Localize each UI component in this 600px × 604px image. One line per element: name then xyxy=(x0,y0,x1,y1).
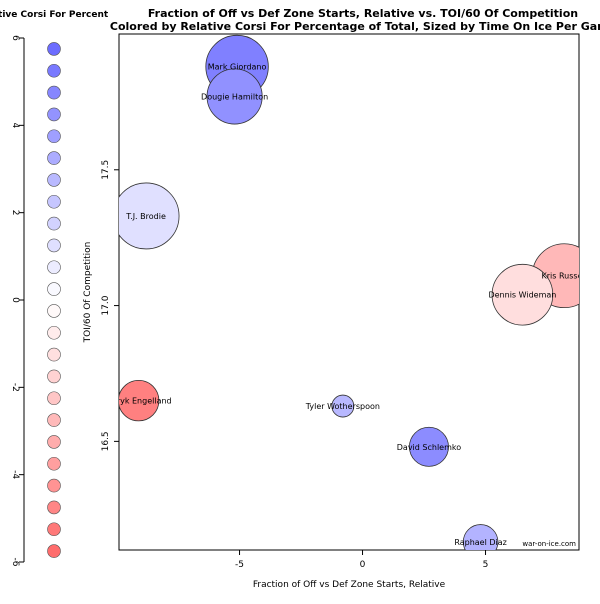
bubble-label: Raphael Diaz xyxy=(454,538,507,547)
bubble-label: T.J. Brodie xyxy=(125,212,166,221)
bubble-label: David Schlemko xyxy=(397,443,461,452)
colorbar-swatch xyxy=(47,456,61,471)
watermark: war-on-ice.com xyxy=(522,540,576,548)
y-axis-title: TOI/60 Of Competition xyxy=(83,242,93,344)
chart-subtitle: Colored by Relative Corsi For Percentage… xyxy=(110,20,600,33)
bubble-point xyxy=(408,426,449,467)
colorbar-swatch xyxy=(47,391,61,406)
colorbar-swatch xyxy=(47,304,61,318)
colorbar-swatch xyxy=(47,544,61,558)
colorbar-swatch xyxy=(47,435,61,449)
colorbar-swatch xyxy=(47,500,61,515)
colorbar-title: Relative Corsi For Percent xyxy=(0,10,109,20)
colorbar-swatch xyxy=(47,347,61,362)
colorbar-swatch xyxy=(47,85,61,100)
colorbar-swatch xyxy=(47,194,61,209)
colorbar-tick-label: -4 xyxy=(10,470,20,479)
bubbles xyxy=(119,34,579,550)
colorbar-tick-label: 4 xyxy=(10,122,20,128)
x-tick-label: -5 xyxy=(235,560,244,570)
bubble-labels: Mark Giordano Dougie Hamilton T.J. Brodie K… xyxy=(106,63,587,547)
y-tick-label: 17.5 xyxy=(101,160,111,180)
colorbar-swatch xyxy=(47,413,61,427)
bubble-label: Dennis Wideman xyxy=(488,291,556,300)
colorbar-swatch xyxy=(47,151,61,165)
bubble-point xyxy=(119,182,180,250)
bubble-label: Deryk Engelland xyxy=(106,397,172,406)
colorbar-swatch xyxy=(47,369,61,384)
chart-title: Fraction of Off vs Def Zone Starts, Rela… xyxy=(148,7,578,20)
y-tick-label: 17.0 xyxy=(101,295,111,315)
main-axes: -5 0 5 16.5 17.0 17.5 xyxy=(101,160,488,570)
x-tick-label: 0 xyxy=(360,560,366,570)
colorbar-tick-label: 6 xyxy=(10,35,20,41)
colorbar-swatch xyxy=(47,173,61,187)
colorbar-axes: 6 4 2 0 -2 -4 -6 xyxy=(10,35,24,567)
colorbar-swatches xyxy=(47,42,61,558)
bubble-point xyxy=(119,379,160,422)
colorbar-swatch xyxy=(47,63,61,78)
bubble-label: Kris Russell xyxy=(542,272,587,281)
colorbar-swatch xyxy=(47,325,61,340)
colorbar-swatch xyxy=(47,478,61,493)
bubble-point xyxy=(206,68,263,125)
colorbar-swatch xyxy=(47,260,61,275)
bubble-point xyxy=(462,524,499,550)
colorbar-tick-label: 2 xyxy=(10,210,20,216)
colorbar-swatch xyxy=(47,238,61,253)
bubble-label: Dougie Hamilton xyxy=(201,92,268,101)
colorbar-tick-label: -6 xyxy=(10,558,20,567)
bubble-label: Mark Giordano xyxy=(208,63,267,72)
bubble-label: Tyler Wotherspoon xyxy=(305,402,380,411)
x-axis-title: Fraction of Off vs Def Zone Starts, Rela… xyxy=(253,580,446,590)
x-tick-label: 5 xyxy=(483,560,489,570)
y-tick-label: 16.5 xyxy=(101,431,111,451)
colorbar-swatch xyxy=(47,522,61,537)
colorbar-swatch xyxy=(47,282,61,296)
bubble-point xyxy=(331,394,355,418)
colorbar-swatch xyxy=(47,129,61,144)
colorbar-tick-label: 0 xyxy=(10,297,20,303)
bubble-point xyxy=(491,263,554,326)
colorbar-tick-label: -2 xyxy=(10,383,20,392)
colorbar-swatch xyxy=(47,107,61,122)
colorbar-swatch xyxy=(47,42,61,56)
colorbar-swatch xyxy=(47,216,61,231)
